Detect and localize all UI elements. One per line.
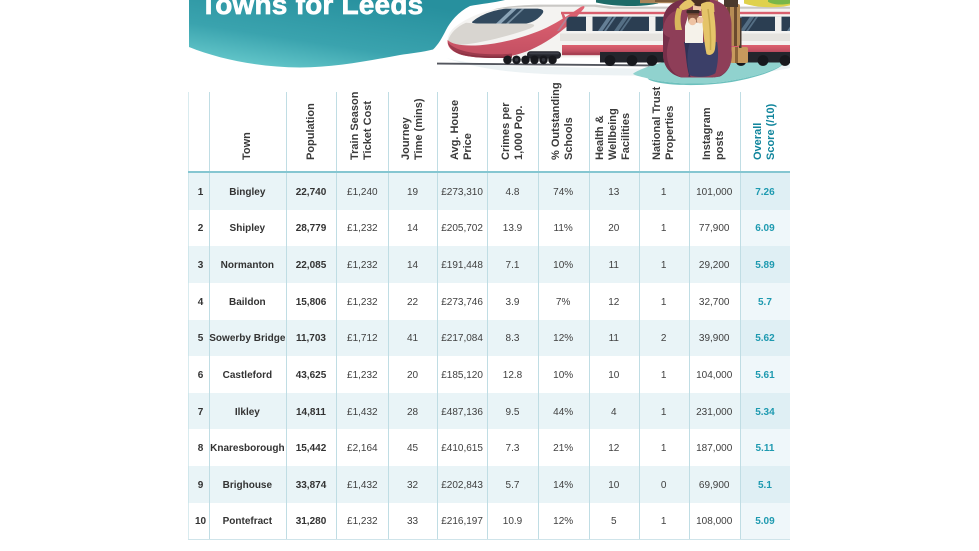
svg-text:Towns for Leeds: Towns for Leeds: [200, 0, 423, 20]
